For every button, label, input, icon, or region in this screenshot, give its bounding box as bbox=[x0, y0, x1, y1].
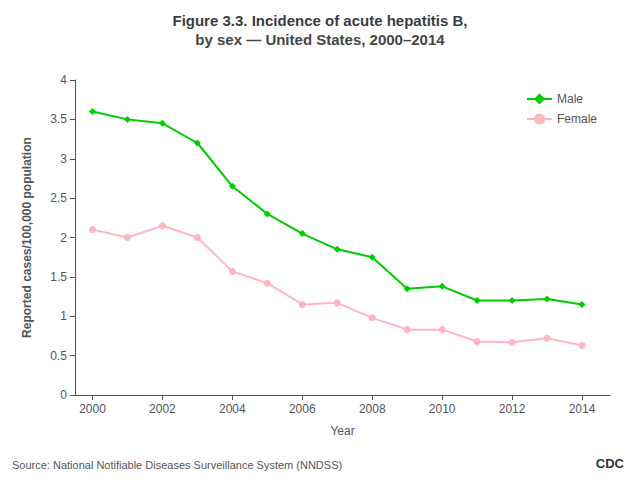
svg-text:Male: Male bbox=[557, 92, 583, 106]
svg-text:2.5: 2.5 bbox=[50, 191, 67, 205]
svg-text:2014: 2014 bbox=[569, 402, 596, 416]
svg-text:1.5: 1.5 bbox=[50, 270, 67, 284]
svg-text:2006: 2006 bbox=[289, 402, 316, 416]
svg-text:2002: 2002 bbox=[149, 402, 176, 416]
svg-text:3.5: 3.5 bbox=[50, 112, 67, 126]
svg-text:Female: Female bbox=[557, 112, 597, 126]
svg-text:2008: 2008 bbox=[359, 402, 386, 416]
svg-text:3: 3 bbox=[60, 152, 67, 166]
svg-text:2000: 2000 bbox=[79, 402, 106, 416]
svg-text:CDC: CDC bbox=[596, 456, 625, 471]
svg-text:Figure 3.3. Incidence of acute: Figure 3.3. Incidence of acute hepatitis… bbox=[172, 12, 467, 29]
svg-text:1: 1 bbox=[60, 309, 67, 323]
svg-text:Year: Year bbox=[330, 424, 354, 438]
svg-text:0: 0 bbox=[60, 388, 67, 402]
svg-text:2012: 2012 bbox=[499, 402, 526, 416]
svg-text:0.5: 0.5 bbox=[50, 349, 67, 363]
svg-text:by sex — United States, 2000–2: by sex — United States, 2000–2014 bbox=[195, 31, 445, 48]
svg-text:Reported cases/100,000 populat: Reported cases/100,000 population bbox=[20, 137, 34, 338]
svg-text:Source: National Notifiable Di: Source: National Notifiable Diseases Sur… bbox=[12, 459, 342, 471]
svg-text:2010: 2010 bbox=[429, 402, 456, 416]
svg-text:2: 2 bbox=[60, 231, 67, 245]
svg-text:2004: 2004 bbox=[219, 402, 246, 416]
svg-text:4: 4 bbox=[60, 73, 67, 87]
